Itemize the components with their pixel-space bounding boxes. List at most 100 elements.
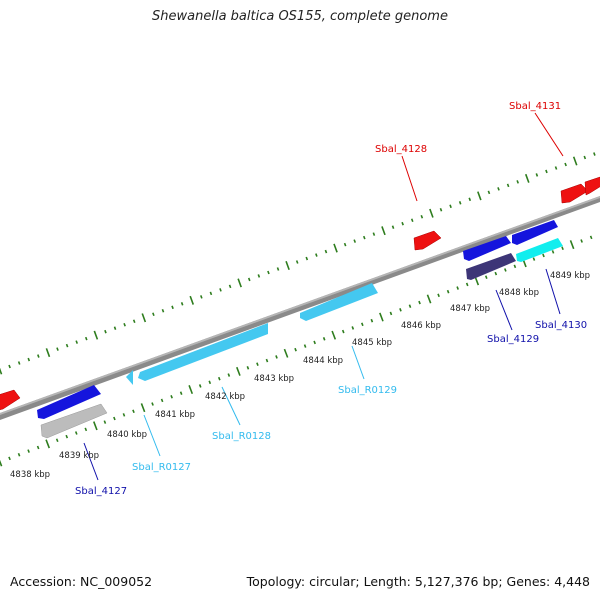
tick-mark xyxy=(170,395,173,399)
tick-mark xyxy=(180,302,184,306)
gene-label: Sbal_R0129 xyxy=(338,385,397,396)
tick-mark xyxy=(188,385,194,395)
tick-mark xyxy=(161,309,165,313)
tick-mark xyxy=(353,239,357,243)
tick-mark xyxy=(151,402,154,406)
gene-red[interactable] xyxy=(584,176,600,196)
gene-sbal-r0128[interactable] xyxy=(138,323,268,381)
gene-blue[interactable] xyxy=(463,236,511,261)
scale-labels: 4838 kbp 4839 kbp 4840 kbp 4841 kbp 4842 kbp… xyxy=(10,271,590,480)
tick-mark xyxy=(468,197,472,202)
gene-blue[interactable] xyxy=(37,385,101,419)
tick-mark xyxy=(494,271,498,276)
gene-label: Sbal_4130 xyxy=(535,320,587,331)
gene-sbal-4130[interactable] xyxy=(516,238,563,262)
outer-tick-track xyxy=(0,152,596,375)
scale-label: 4840 kbp xyxy=(107,430,147,440)
tick-mark xyxy=(372,232,376,236)
tick-mark xyxy=(389,311,393,316)
tick-mark xyxy=(351,326,355,330)
tick-mark xyxy=(17,361,21,365)
tick-mark xyxy=(36,445,40,450)
tick-mark xyxy=(583,155,587,160)
tick-mark xyxy=(341,329,345,334)
tick-mark xyxy=(487,190,491,195)
tick-mark xyxy=(219,288,222,292)
label-connector xyxy=(351,345,365,380)
tick-mark xyxy=(84,427,88,432)
tick-mark xyxy=(236,366,241,376)
gene-red[interactable] xyxy=(0,389,21,411)
tick-mark xyxy=(446,289,450,294)
tick-mark xyxy=(45,348,51,358)
scale-label: 4843 kbp xyxy=(254,374,294,384)
tick-mark xyxy=(208,380,212,385)
tick-mark xyxy=(313,340,316,345)
tick-mark xyxy=(572,156,578,166)
tick-mark xyxy=(37,354,40,358)
tick-mark xyxy=(343,242,347,247)
tick-mark xyxy=(122,413,126,417)
label-connector xyxy=(534,112,564,157)
tick-mark xyxy=(381,226,386,236)
tick-mark xyxy=(363,235,366,240)
tick-mark xyxy=(17,452,21,457)
tick-mark xyxy=(93,421,98,431)
gene-sbal-4127[interactable] xyxy=(40,403,108,439)
scale-label: 4849 kbp xyxy=(550,271,590,281)
tick-mark xyxy=(532,257,536,261)
gene-sbal-4128[interactable] xyxy=(413,230,442,251)
tick-mark xyxy=(322,337,326,341)
tick-mark xyxy=(228,284,232,289)
tick-mark xyxy=(294,347,297,352)
tick-mark xyxy=(456,286,459,290)
tick-mark xyxy=(516,180,519,184)
tick-mark xyxy=(74,431,78,435)
tick-mark xyxy=(0,459,3,467)
tick-mark xyxy=(408,304,412,308)
genome-backbone xyxy=(0,196,600,420)
tick-mark xyxy=(401,221,404,226)
gene-sbal-4131[interactable] xyxy=(560,183,589,204)
tick-mark xyxy=(437,293,440,298)
label-connector xyxy=(495,289,513,331)
gene-rna-small[interactable] xyxy=(126,370,133,385)
tick-mark xyxy=(113,416,116,421)
tick-mark xyxy=(535,173,539,177)
tick-mark xyxy=(564,162,567,167)
tick-mark xyxy=(315,253,318,257)
tick-mark xyxy=(361,322,364,327)
tick-mark xyxy=(8,364,11,369)
tick-mark xyxy=(554,166,558,170)
tick-mark xyxy=(27,357,31,362)
tick-mark xyxy=(56,347,59,351)
tick-mark xyxy=(140,403,146,413)
tick-mark xyxy=(513,264,517,269)
tick-mark xyxy=(257,274,261,278)
tick-mark xyxy=(132,409,135,414)
tick-mark xyxy=(285,261,290,271)
tick-mark xyxy=(104,329,107,334)
tick-mark xyxy=(420,214,424,219)
gene-label: Sbal_4131 xyxy=(509,101,561,112)
tick-mark xyxy=(580,239,583,243)
tick-mark xyxy=(410,218,414,222)
tick-mark xyxy=(227,373,231,377)
tick-mark xyxy=(497,187,500,191)
tick-mark xyxy=(160,398,164,403)
tick-mark xyxy=(171,305,174,310)
tick-mark xyxy=(524,173,530,183)
gene-sbal-r0129[interactable] xyxy=(300,283,378,321)
tick-mark xyxy=(276,267,280,271)
tick-mark xyxy=(247,277,251,282)
tick-mark xyxy=(418,300,421,305)
tick-mark xyxy=(267,270,270,275)
gene-blue[interactable] xyxy=(512,220,558,245)
tick-mark xyxy=(593,152,596,156)
tick-mark xyxy=(152,312,155,317)
tick-mark xyxy=(200,295,203,299)
tick-mark xyxy=(474,276,480,286)
gene-sbal-4129[interactable] xyxy=(466,253,516,280)
label-connector xyxy=(221,386,241,426)
